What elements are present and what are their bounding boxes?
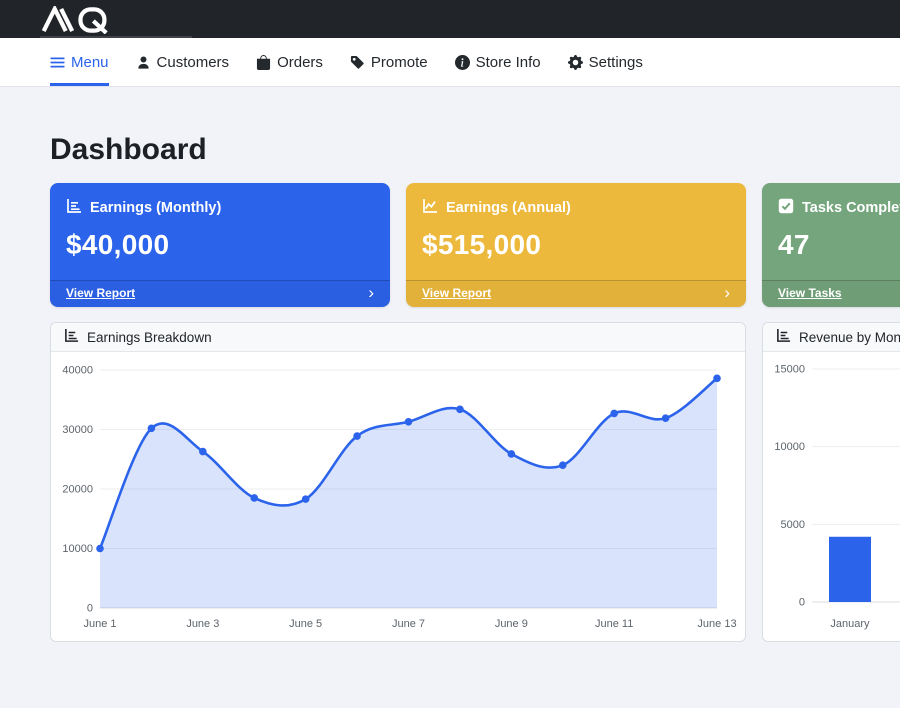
nav-item-label: Promote [370, 53, 428, 71]
earnings-breakdown-card: Earnings Breakdown 0 10000 20000 30000 40000… [50, 322, 746, 642]
person-icon [136, 55, 151, 70]
svg-text:June 7: June 7 [392, 618, 425, 630]
topbar [0, 0, 900, 38]
nav-item-label: Customers [156, 53, 230, 71]
bar-chart-icon [66, 198, 82, 218]
bar-chart-icon [64, 328, 79, 346]
view-report-link[interactable]: View Report › [50, 280, 390, 307]
bar-chart-icon [776, 328, 791, 346]
bag-icon [256, 54, 271, 70]
chevron-right-icon: › [368, 283, 374, 302]
line-chart-icon [422, 198, 438, 218]
bar-chart-area: 0 5000 10000 15000 January [763, 352, 900, 641]
svg-text:15000: 15000 [774, 364, 805, 376]
svg-text:June 3: June 3 [186, 618, 219, 630]
stat-card-title: Tasks Completed [802, 200, 900, 216]
stat-card-body: Earnings (Annual) $515,000 [406, 183, 746, 280]
hamburger-icon [50, 55, 65, 70]
nav-item-settings[interactable]: Settings [567, 38, 643, 86]
tag-icon [350, 55, 365, 70]
svg-text:June 13: June 13 [697, 618, 736, 630]
brand-logo[interactable] [40, 0, 192, 38]
svg-text:30000: 30000 [62, 424, 93, 436]
page-title: Dashboard [50, 133, 207, 166]
aq-logo-icon [41, 6, 108, 34]
stat-card-value: 47 [778, 229, 810, 260]
nav-item-label: Settings [588, 53, 643, 71]
check-square-icon [778, 198, 794, 218]
stat-card-title: Earnings (Annual) [446, 200, 571, 216]
svg-text:40000: 40000 [62, 365, 93, 377]
earnings-line-chart: 0 10000 20000 30000 40000 June 1 June 3 June 5 J… [62, 365, 736, 631]
svg-text:5000: 5000 [781, 519, 805, 531]
line-chart-area: 0 10000 20000 30000 40000 June 1 June 3 June 5 J… [51, 352, 745, 641]
stat-card-body: Earnings (Monthly) $40,000 [50, 183, 390, 280]
svg-text:June 5: June 5 [289, 618, 322, 630]
stat-card-value: $515,000 [422, 229, 542, 260]
charts-row: Earnings Breakdown 0 10000 20000 30000 40000… [50, 322, 900, 642]
chevron-right-icon: › [724, 283, 730, 302]
chart-card-header: Revenue by Month [763, 323, 900, 352]
svg-text:20000: 20000 [62, 484, 93, 496]
svg-text:0: 0 [87, 603, 93, 615]
nav-item-promote[interactable]: Promote [350, 38, 428, 86]
nav-item-store-info[interactable]: Store Info [454, 38, 541, 86]
dashboard-content: Dashboard Earnings (Monthly) $40,000 Vie… [0, 133, 900, 642]
stat-card-body: Tasks Completed 47 [762, 183, 900, 280]
stat-card-title: Earnings (Monthly) [90, 200, 222, 216]
info-circle-icon [454, 54, 470, 70]
svg-text:June 9: June 9 [495, 618, 528, 630]
nav-item-label: Store Info [475, 53, 541, 71]
svg-text:January: January [830, 618, 870, 630]
stat-card-earnings-monthly: Earnings (Monthly) $40,000 View Report › [50, 183, 390, 307]
revenue-bar-chart: 0 5000 10000 15000 January [774, 364, 900, 630]
chart-title: Earnings Breakdown [87, 329, 212, 345]
main-nav: Menu Customers Orders Promote Store Info [0, 38, 900, 87]
nav-item-orders[interactable]: Orders [256, 38, 323, 86]
svg-text:10000: 10000 [62, 543, 93, 555]
svg-text:June 1: June 1 [83, 618, 116, 630]
revenue-by-month-card: Revenue by Month 0 5000 10000 15000 January [762, 322, 900, 642]
nav-item-customers[interactable]: Customers [136, 38, 230, 86]
chart-card-header: Earnings Breakdown [51, 323, 745, 352]
stat-card-earnings-annual: Earnings (Annual) $515,000 View Report › [406, 183, 746, 307]
svg-text:June 11: June 11 [595, 618, 633, 630]
stat-card-value: $40,000 [66, 229, 170, 260]
svg-text:0: 0 [799, 597, 805, 609]
view-tasks-link[interactable]: View Tasks › [762, 280, 900, 307]
view-report-link[interactable]: View Report › [406, 280, 746, 307]
chart-title: Revenue by Month [799, 329, 900, 345]
stat-card-tasks-completed: Tasks Completed 47 View Tasks › [762, 183, 900, 307]
nav-item-menu[interactable]: Menu [50, 38, 109, 86]
svg-text:10000: 10000 [774, 441, 805, 453]
stat-cards-row: Earnings (Monthly) $40,000 View Report ›… [50, 183, 900, 307]
gear-icon [567, 54, 583, 70]
nav-item-label: Orders [277, 53, 323, 71]
nav-item-label: Menu [71, 53, 109, 71]
